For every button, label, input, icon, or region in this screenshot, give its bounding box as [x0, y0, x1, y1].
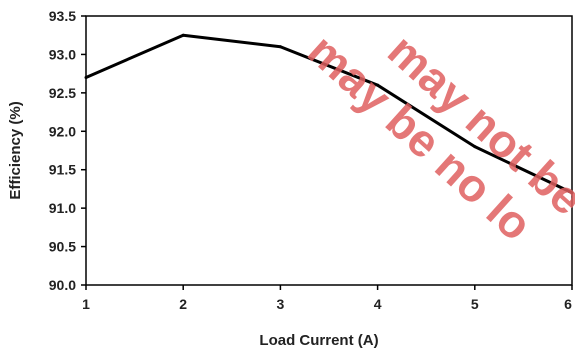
x-tick-label: 4 [374, 296, 382, 312]
data-point [376, 83, 380, 87]
y-tick-label: 91.5 [49, 162, 76, 178]
data-point [570, 191, 574, 195]
data-point [473, 145, 477, 149]
series-layer [84, 33, 574, 195]
y-axis-title: Efficiency (%) [7, 101, 24, 199]
x-axis-title: Load Current (A) [259, 332, 378, 349]
y-tick-label: 90.5 [49, 239, 76, 255]
y-tick-label: 93.0 [49, 46, 76, 62]
x-axis-ticks: 1 2 3 4 5 6 [82, 285, 573, 312]
y-tick-label: 90.0 [49, 277, 76, 293]
y-tick-label: 91.0 [49, 200, 76, 216]
x-tick-label: 2 [179, 296, 187, 312]
x-tick-label: 5 [471, 296, 479, 312]
data-point [84, 75, 88, 79]
y-tick-label: 93.5 [49, 8, 76, 24]
y-tick-label: 92.5 [49, 85, 76, 101]
plot-area [85, 15, 573, 286]
watermark: may be no lo may not be in [298, 24, 575, 261]
series-line [85, 33, 573, 195]
x-tick-label: 6 [564, 296, 572, 312]
data-point [278, 45, 282, 49]
plot-frame [85, 15, 573, 286]
y-tick-label: 92.0 [49, 123, 76, 139]
x-tick-label: 1 [82, 296, 90, 312]
y-axis-ticks: 90.0 90.5 91.0 91.5 92.0 92.5 93.0 93.5 [49, 8, 86, 293]
x-tick-label: 3 [277, 296, 285, 312]
data-point [181, 33, 185, 37]
